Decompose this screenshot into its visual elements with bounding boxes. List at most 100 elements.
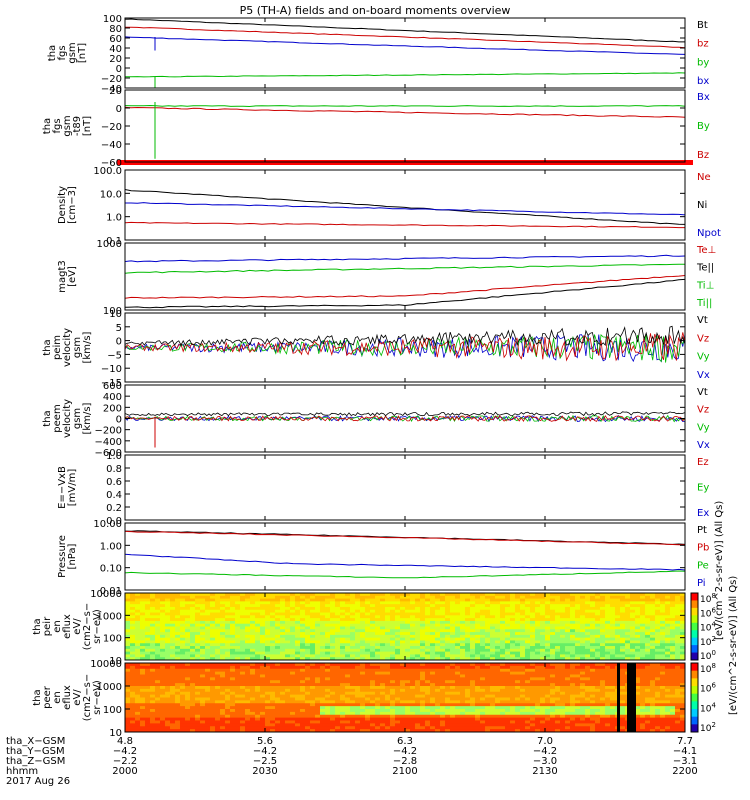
spectrogram-cell [325, 677, 331, 681]
ytick-label: 0 [116, 64, 122, 75]
spectrogram-cell [535, 612, 541, 616]
spectrogram-cell [605, 598, 611, 602]
spectrogram-cell [385, 615, 391, 619]
spectrogram-cell [300, 717, 306, 721]
spectrogram-cell [495, 612, 501, 616]
spectrogram-cell [670, 629, 676, 633]
spectrogram-cell [150, 623, 156, 627]
spectrogram-cell [350, 680, 356, 684]
spectrogram-cell [390, 626, 396, 630]
spectrogram-cell [255, 637, 261, 641]
spectrogram-cell [515, 615, 521, 619]
spectrogram-cell [240, 637, 246, 641]
spectrogram-cell [455, 601, 461, 605]
spectrogram-cell [295, 648, 301, 653]
spectrogram-cell [475, 726, 481, 730]
spectrogram-cell [230, 640, 236, 644]
spectrogram-cell [410, 615, 416, 619]
spectrogram-cell [670, 648, 676, 653]
spectrogram-cell [635, 646, 641, 650]
spectrogram-cell [480, 668, 486, 673]
spectrogram-cell [380, 703, 386, 707]
spectrogram-cell [305, 697, 311, 701]
spectrogram-cell [440, 651, 446, 655]
spectrogram-cell [150, 663, 156, 667]
spectrogram-cell [195, 637, 201, 641]
spectrogram-cell [355, 709, 361, 713]
spectrogram-cell [285, 674, 291, 678]
spectrogram-cell [525, 686, 531, 690]
spectrogram-cell [165, 683, 171, 687]
spectrogram-cell [360, 612, 366, 616]
spectrogram-cell [200, 623, 206, 627]
spectrogram-cell [465, 686, 471, 690]
spectrogram-cell [665, 623, 671, 627]
spectrogram-cell [390, 700, 396, 704]
spectrogram-cell [170, 723, 176, 727]
spectrogram-cell [260, 668, 266, 673]
spectrogram-cell [280, 671, 286, 675]
spectrogram-cell [605, 640, 611, 644]
spectrogram-cell [675, 634, 681, 639]
spectrogram-cell [235, 643, 241, 647]
spectrogram-cell [420, 686, 426, 690]
spectrogram-cell [565, 612, 571, 616]
ylabel-line: [nT] [77, 43, 88, 63]
spectrogram-cell [325, 674, 331, 678]
spectrogram-cell [410, 646, 416, 650]
spectrogram-cell [140, 668, 146, 673]
spectrogram-cell [230, 691, 236, 696]
spectrogram-cell [670, 626, 676, 630]
spectrogram-cell [480, 729, 486, 732]
spectrogram-cell [520, 663, 526, 667]
spectrogram-cell [415, 632, 421, 636]
spectrogram-cell [565, 634, 571, 639]
spectrogram-cell [585, 654, 591, 658]
spectrogram-cell [205, 646, 211, 650]
spectrogram-cell [145, 723, 151, 727]
spectrogram-cell [575, 609, 581, 614]
spectrogram-cell [350, 643, 356, 647]
spectrogram-cell [415, 706, 421, 710]
spectrogram-cell [145, 677, 151, 681]
spectrogram-cell [245, 654, 251, 658]
spectrogram-cell [335, 620, 341, 625]
spectrogram-cell [440, 601, 446, 605]
spectrogram-cell [350, 637, 356, 641]
spectrogram-cell [390, 688, 396, 693]
spectrogram-cell [455, 726, 461, 730]
spectrogram-cell [445, 632, 451, 636]
spectrogram-cell [155, 723, 161, 727]
spectrogram-cell [520, 598, 526, 602]
spectrogram-cell [525, 671, 531, 675]
spectrogram-cell [605, 629, 611, 633]
legend-Pt: Pt [697, 525, 707, 536]
spectrogram-cell [370, 709, 376, 713]
spectrogram-cell [450, 671, 456, 675]
spectrogram-cell [280, 665, 286, 670]
spectrogram-cell [570, 620, 576, 625]
spectrogram-cell [140, 688, 146, 693]
spectrogram-cell [525, 714, 531, 719]
spectrogram-cell [525, 726, 531, 730]
spectrogram-cell [320, 683, 326, 687]
spectrogram-cell [275, 671, 281, 675]
spectrogram-cell [570, 609, 576, 614]
spectrogram-cell [655, 612, 661, 616]
spectrogram-cell [280, 714, 286, 719]
spectrogram-cell [425, 648, 431, 653]
spectrogram-cell [515, 668, 521, 673]
spectrogram-cell [630, 651, 636, 655]
spectrogram-cell [545, 629, 551, 633]
spectrogram-cell [190, 637, 196, 641]
spectrogram-cell [410, 700, 416, 704]
spectrogram-cell [395, 643, 401, 647]
spectrogram-cell [275, 606, 281, 611]
spectrogram-cell [445, 612, 451, 616]
spectrogram-cell [390, 646, 396, 650]
spectrogram-cell [610, 643, 616, 647]
spectrogram-cell [655, 601, 661, 605]
spectrogram-cell [160, 663, 166, 667]
spectrogram-cell [370, 711, 376, 716]
spectrogram-cell [270, 657, 276, 660]
